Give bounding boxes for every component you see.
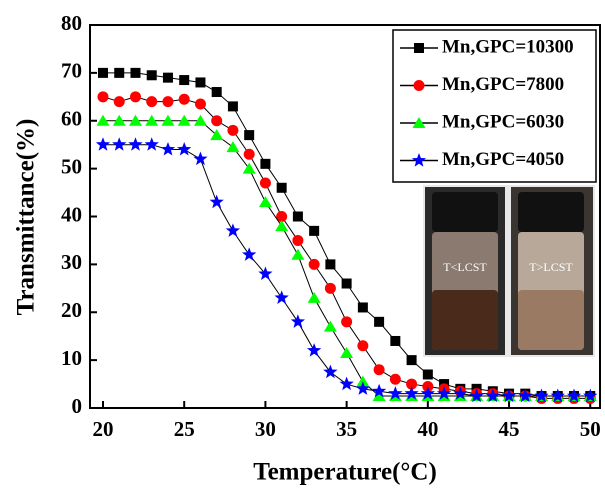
marker	[259, 196, 272, 207]
marker	[390, 374, 401, 385]
marker	[128, 137, 142, 151]
marker	[325, 283, 336, 294]
marker	[340, 377, 354, 391]
inset-photo: T<LCST T>LCST	[423, 185, 595, 357]
marker	[325, 259, 335, 269]
marker	[146, 96, 157, 107]
marker	[114, 96, 125, 107]
marker	[374, 317, 384, 327]
x-axis-title: Temperature(°C)	[253, 459, 437, 486]
y-tick-label: 80	[61, 11, 82, 35]
marker	[390, 336, 400, 346]
marker	[210, 195, 224, 209]
y-tick-label: 10	[61, 346, 82, 370]
marker	[291, 314, 305, 328]
marker	[244, 149, 255, 160]
vial-solution	[518, 290, 584, 350]
marker	[423, 369, 433, 379]
marker	[407, 355, 417, 365]
x-tick-label: 45	[499, 417, 520, 441]
marker	[228, 101, 238, 111]
marker	[340, 347, 353, 358]
marker	[275, 290, 289, 304]
marker	[112, 137, 126, 151]
y-tick-label: 20	[61, 298, 82, 322]
marker	[260, 177, 271, 188]
y-tick-label: 60	[61, 107, 82, 131]
marker	[130, 68, 140, 78]
marker	[356, 381, 370, 395]
marker	[308, 292, 321, 303]
marker	[114, 68, 124, 78]
marker	[292, 235, 303, 246]
marker	[414, 43, 424, 53]
marker	[226, 141, 239, 152]
marker	[358, 302, 368, 312]
marker	[195, 77, 205, 87]
marker	[179, 94, 190, 105]
marker	[147, 70, 157, 80]
marker	[244, 130, 254, 140]
marker	[96, 137, 110, 151]
marker	[130, 91, 141, 102]
vial-cap	[432, 192, 498, 232]
vial-solution	[432, 290, 498, 350]
y-tick-label: 70	[61, 59, 82, 83]
marker	[179, 75, 189, 85]
marker	[97, 91, 108, 102]
legend-label: Mn,GPC=6030	[442, 111, 564, 132]
marker	[293, 212, 303, 222]
marker	[275, 220, 288, 231]
marker	[309, 259, 320, 270]
marker	[374, 364, 385, 375]
marker	[242, 247, 256, 261]
marker	[98, 68, 108, 78]
x-tick-label: 25	[174, 417, 195, 441]
marker	[195, 98, 206, 109]
marker	[414, 80, 425, 91]
marker	[260, 159, 270, 169]
y-tick-label: 30	[61, 250, 82, 274]
legend-label: Mn,GPC=7800	[442, 74, 564, 95]
photo-label: T<LCST	[443, 260, 487, 274]
marker	[212, 87, 222, 97]
x-tick-label: 30	[255, 417, 276, 441]
x-tick-label: 20	[92, 417, 113, 441]
y-tick-label: 50	[61, 154, 82, 178]
y-tick-label: 0	[72, 394, 83, 418]
marker	[193, 152, 207, 166]
marker	[342, 279, 352, 289]
marker	[161, 142, 175, 156]
x-tick-label: 35	[336, 417, 357, 441]
chart: Transmittance(%) Temperature(°C) T<LCST …	[0, 0, 605, 489]
photo-label: T>LCST	[529, 260, 573, 274]
marker	[243, 163, 256, 174]
y-tick-label: 40	[61, 202, 82, 226]
marker	[291, 249, 304, 260]
vial-cap	[518, 192, 584, 232]
marker	[227, 125, 238, 136]
marker	[324, 321, 337, 332]
marker	[162, 96, 173, 107]
x-tick-label: 50	[580, 417, 601, 441]
marker	[163, 73, 173, 83]
marker	[145, 137, 159, 151]
legend-label: Mn,GPC=10300	[442, 36, 574, 57]
marker	[357, 340, 368, 351]
marker	[341, 316, 352, 327]
marker	[177, 142, 191, 156]
marker	[309, 226, 319, 236]
marker	[226, 223, 240, 237]
x-tick-label: 40	[417, 417, 438, 441]
y-axis-title: Transmittance(%)	[13, 119, 40, 316]
marker	[307, 343, 321, 357]
marker	[211, 115, 222, 126]
legend-label: Mn,GPC=4050	[442, 149, 564, 170]
marker	[277, 183, 287, 193]
